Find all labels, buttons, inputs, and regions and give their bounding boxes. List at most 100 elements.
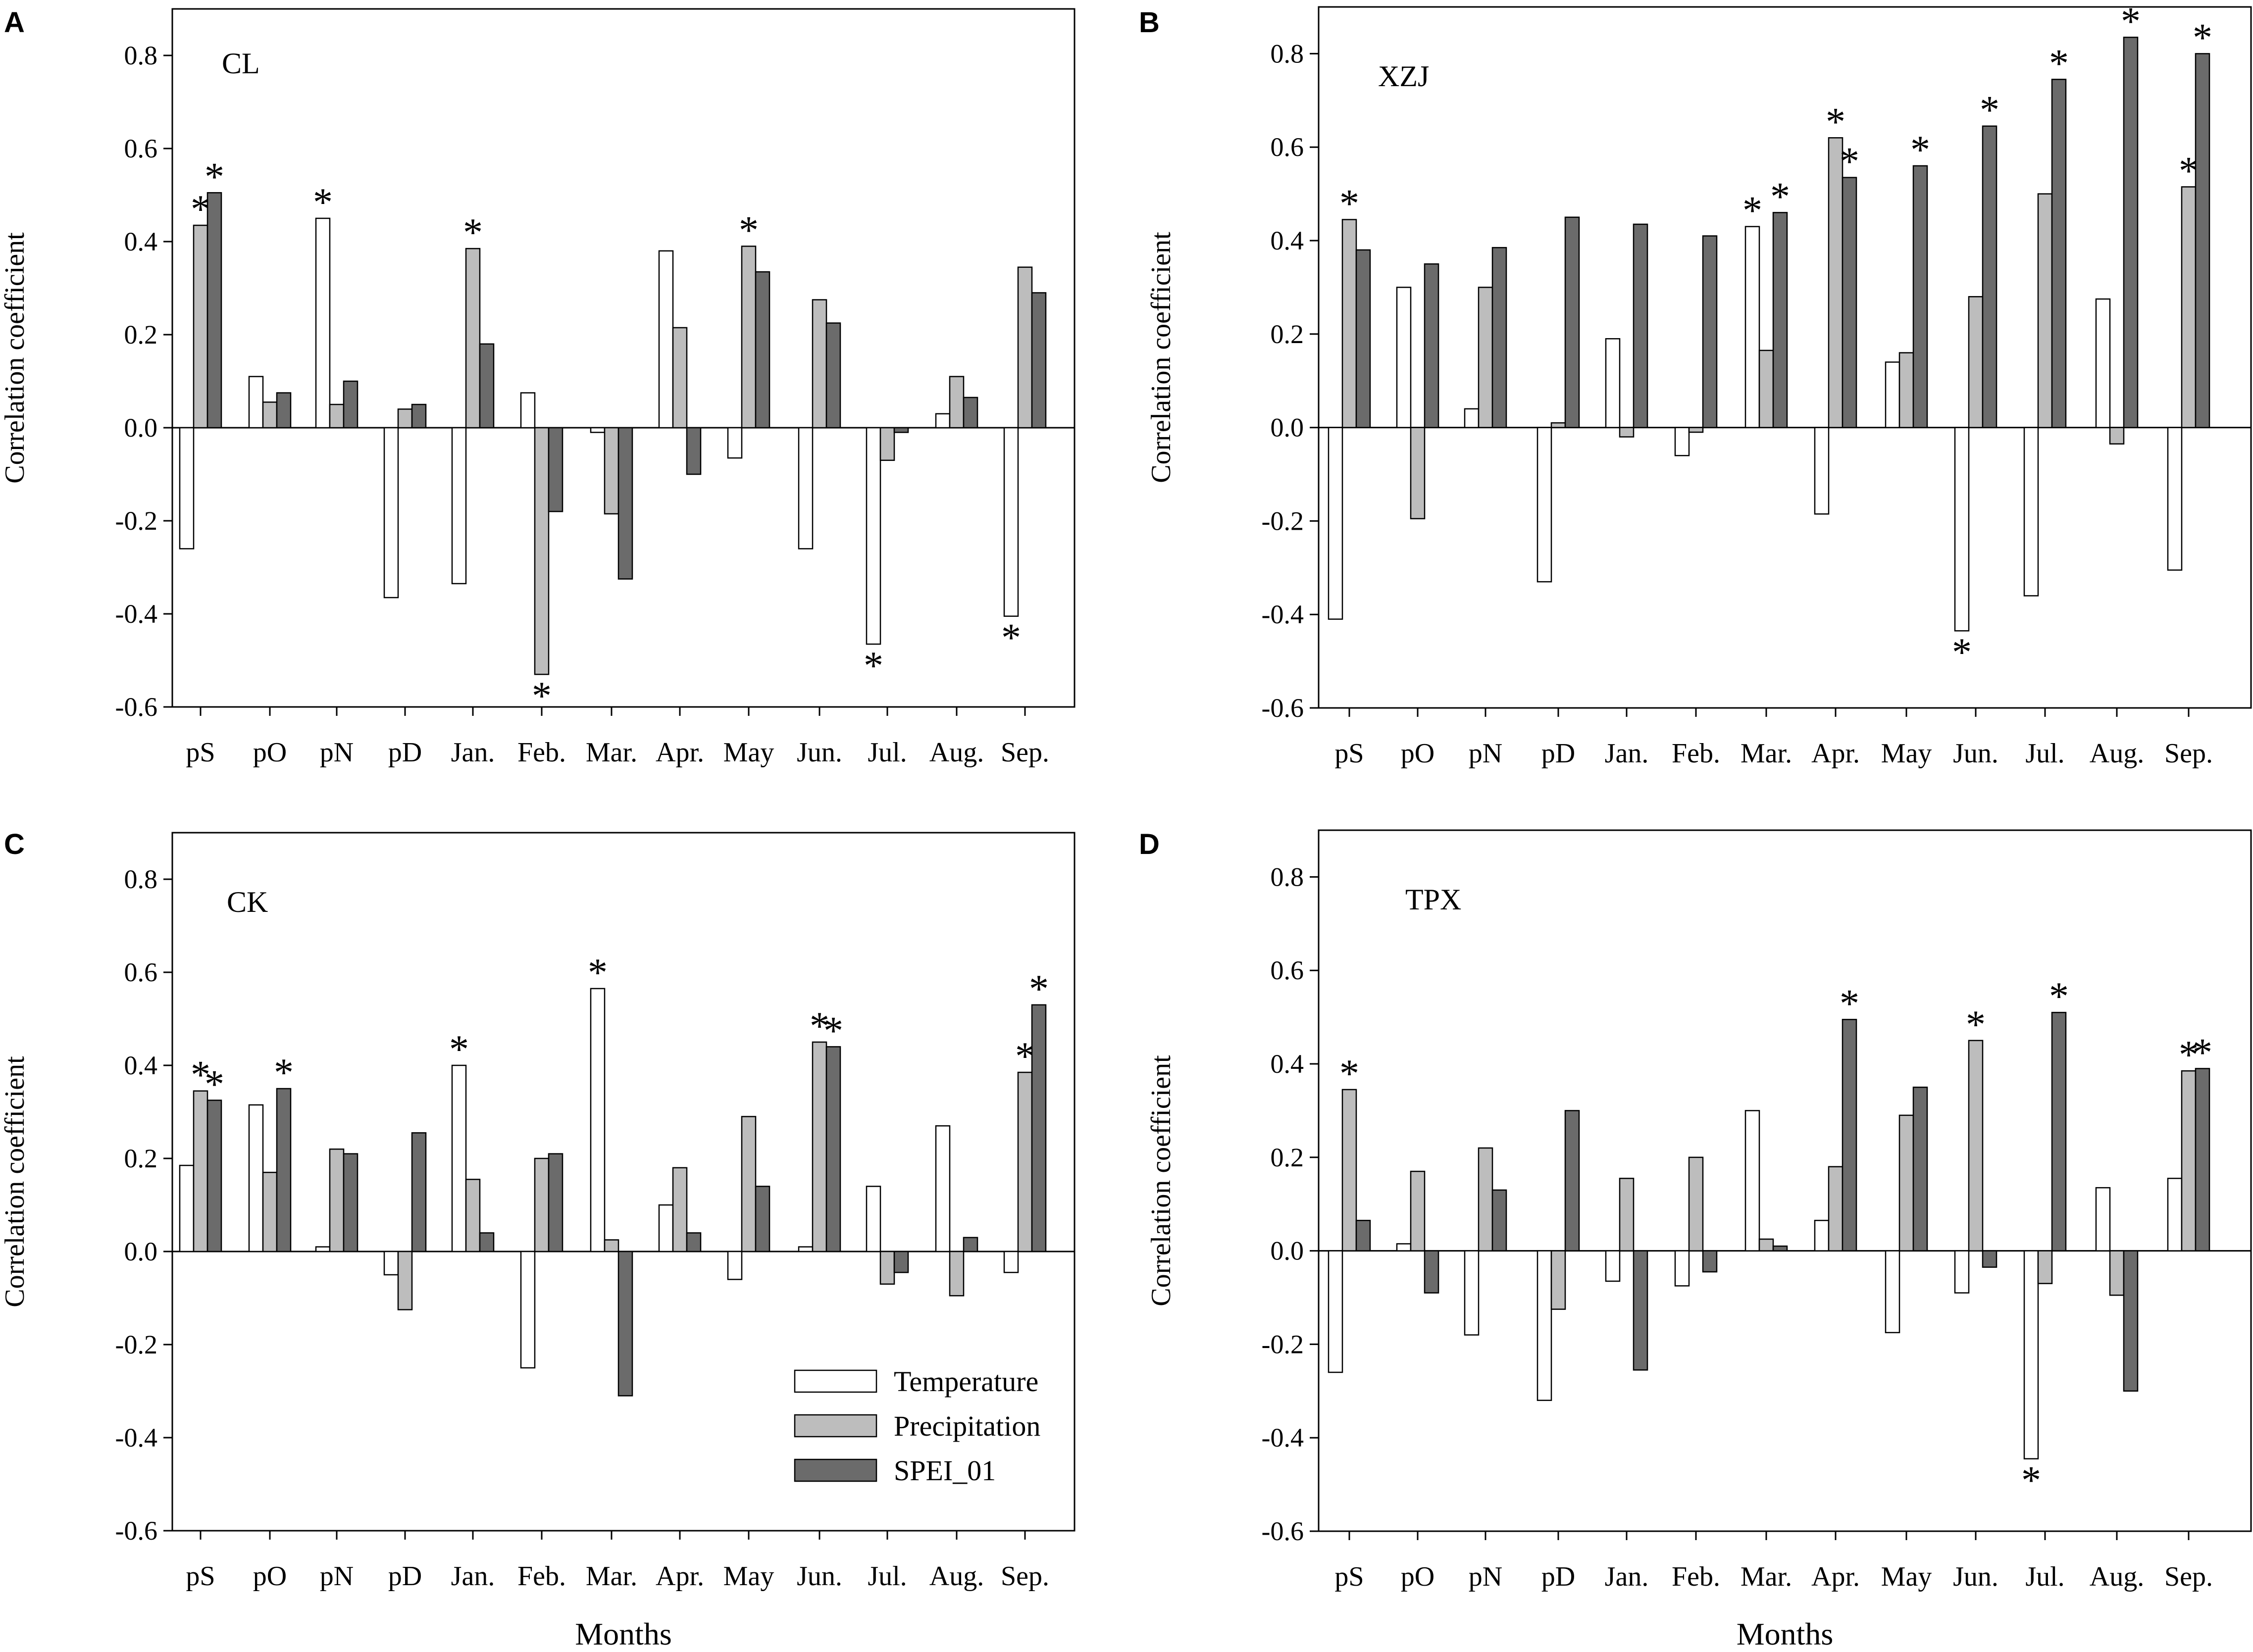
y-tick-label: 0.0 [124, 1237, 158, 1266]
y-tick-label: 0.6 [1271, 955, 1304, 985]
x-tick-label: pN [1469, 738, 1502, 769]
x-tick-label: Feb. [517, 737, 566, 768]
bar-spei_01 [1424, 263, 1439, 428]
bar-spei_01 [1031, 292, 1047, 429]
bar-spei_01 [963, 1237, 978, 1252]
x-tick-label: Apr. [656, 737, 704, 768]
bar-precipitation [1688, 427, 1704, 433]
bar-precipitation [465, 248, 481, 429]
bar-spei_01 [343, 380, 358, 429]
significance-marker: * [2049, 975, 2069, 1018]
bar-temperature [1885, 361, 1900, 428]
bar-temperature [2167, 427, 2183, 571]
bar-temperature [451, 427, 467, 585]
x-tick-label: Jun. [797, 1561, 842, 1592]
bar-precipitation [1619, 427, 1635, 438]
significance-marker: * [191, 1053, 210, 1097]
panel-a: A 0.8 0.6 0.4 0.2 0.0 -0.2 -0.4 -0.6 Correlation … [0, 6, 1075, 768]
x-tick-label: Apr. [656, 1561, 704, 1592]
y-tick-label: 0.4 [124, 227, 158, 256]
y-tick-label: -0.2 [1262, 1329, 1304, 1359]
bar-temperature [1003, 1251, 1019, 1273]
bar-spei_01 [1564, 216, 1580, 428]
bar-temperature [590, 988, 606, 1252]
x-tick-label: pD [1541, 1561, 1575, 1592]
bar-precipitation [329, 1148, 345, 1252]
legend-label: SPEI_01 [894, 1454, 996, 1487]
plot-frame [1318, 829, 2252, 1532]
bar-spei_01 [1702, 1250, 1718, 1273]
bar-spei_01 [2195, 1068, 2210, 1252]
bar-temperature [1464, 1250, 1480, 1336]
bar-temperature [1536, 1250, 1552, 1401]
x-tick-label: pS [1334, 738, 1364, 769]
bar-temperature [1814, 1219, 1830, 1252]
bar-precipitation [193, 224, 208, 429]
bar-precipitation [812, 299, 827, 429]
bar-temperature [1674, 427, 1690, 456]
y-tick-label: 0.6 [1271, 132, 1304, 162]
bar-spei_01 [276, 392, 292, 429]
bar-temperature [658, 1204, 674, 1252]
plot-frame [1318, 6, 2252, 709]
bar-temperature [520, 1251, 536, 1369]
bar-precipitation [2037, 1250, 2053, 1284]
bar-precipitation [1478, 287, 1493, 428]
x-tick-label: Mar. [1741, 1561, 1792, 1592]
significance-marker: * [588, 951, 608, 995]
bar-precipitation [2181, 1070, 2197, 1252]
bar-temperature [935, 1125, 951, 1252]
bar-temperature [1674, 1250, 1690, 1287]
y-tick-label: -0.6 [115, 692, 157, 722]
bar-spei_01 [1912, 1086, 1928, 1252]
x-tick-label: Aug. [929, 737, 984, 768]
bar-precipitation [1017, 266, 1033, 429]
significance-marker: * [739, 208, 759, 252]
legend-swatch-temperature [794, 1369, 877, 1393]
bar-spei_01 [963, 397, 978, 429]
y-tick-label: -0.4 [115, 599, 157, 629]
y-tick-label: 0.2 [124, 1144, 158, 1173]
bar-temperature [2095, 298, 2111, 428]
x-tick-label: pN [320, 737, 354, 768]
significance-marker: * [1980, 89, 1999, 132]
y-tick-label: 0.4 [1271, 1049, 1304, 1079]
bar-precipitation [534, 1157, 550, 1252]
panel-title: CK [227, 886, 268, 918]
bar-precipitation [262, 1171, 278, 1252]
bar-precipitation [604, 427, 619, 515]
significance-marker: * [1001, 616, 1021, 660]
panel-c: C 0.8 0.6 0.4 0.2 0.0 -0.2 -0.4 -0.6 Correlation … [0, 828, 1075, 1652]
x-tick-label: Sep. [1001, 737, 1049, 768]
bar-spei_01 [411, 403, 427, 429]
x-axis-label: Months [575, 1616, 672, 1652]
bar-precipitation [1550, 1250, 1566, 1310]
x-tick-label: Jul. [868, 737, 907, 768]
x-tick-label: Sep. [1001, 1561, 1049, 1592]
bar-temperature [866, 427, 881, 645]
bar-temperature [1003, 427, 1019, 617]
bar-precipitation [1828, 137, 1843, 428]
legend-label: Temperature [894, 1365, 1038, 1398]
bar-precipitation [397, 408, 413, 429]
bar-precipitation [329, 403, 345, 429]
significance-marker: * [2193, 16, 2212, 59]
legend-swatch-spei_01 [794, 1458, 877, 1482]
panel-b: B 0.8 0.6 0.4 0.2 0.0 -0.2 -0.4 -0.6 Correlation … [1139, 0, 2252, 769]
bar-spei_01 [2051, 79, 2067, 428]
bar-spei_01 [1491, 247, 1507, 428]
significance-marker: * [463, 211, 483, 254]
bar-spei_01 [893, 1251, 909, 1273]
y-axis-label: Correlation coefficient [0, 1056, 30, 1307]
y-tick-label: 0.6 [124, 134, 158, 163]
y-tick-label: 0.2 [124, 320, 158, 350]
bar-precipitation [1968, 296, 1984, 428]
x-tick-label: pO [253, 737, 287, 768]
bar-spei_01 [1424, 1250, 1439, 1294]
bar-spei_01 [1702, 235, 1718, 428]
x-tick-label: Jan. [1605, 1561, 1649, 1592]
bar-precipitation [2109, 427, 2125, 445]
significance-marker: * [205, 1063, 224, 1106]
significance-marker: * [1826, 100, 1845, 144]
